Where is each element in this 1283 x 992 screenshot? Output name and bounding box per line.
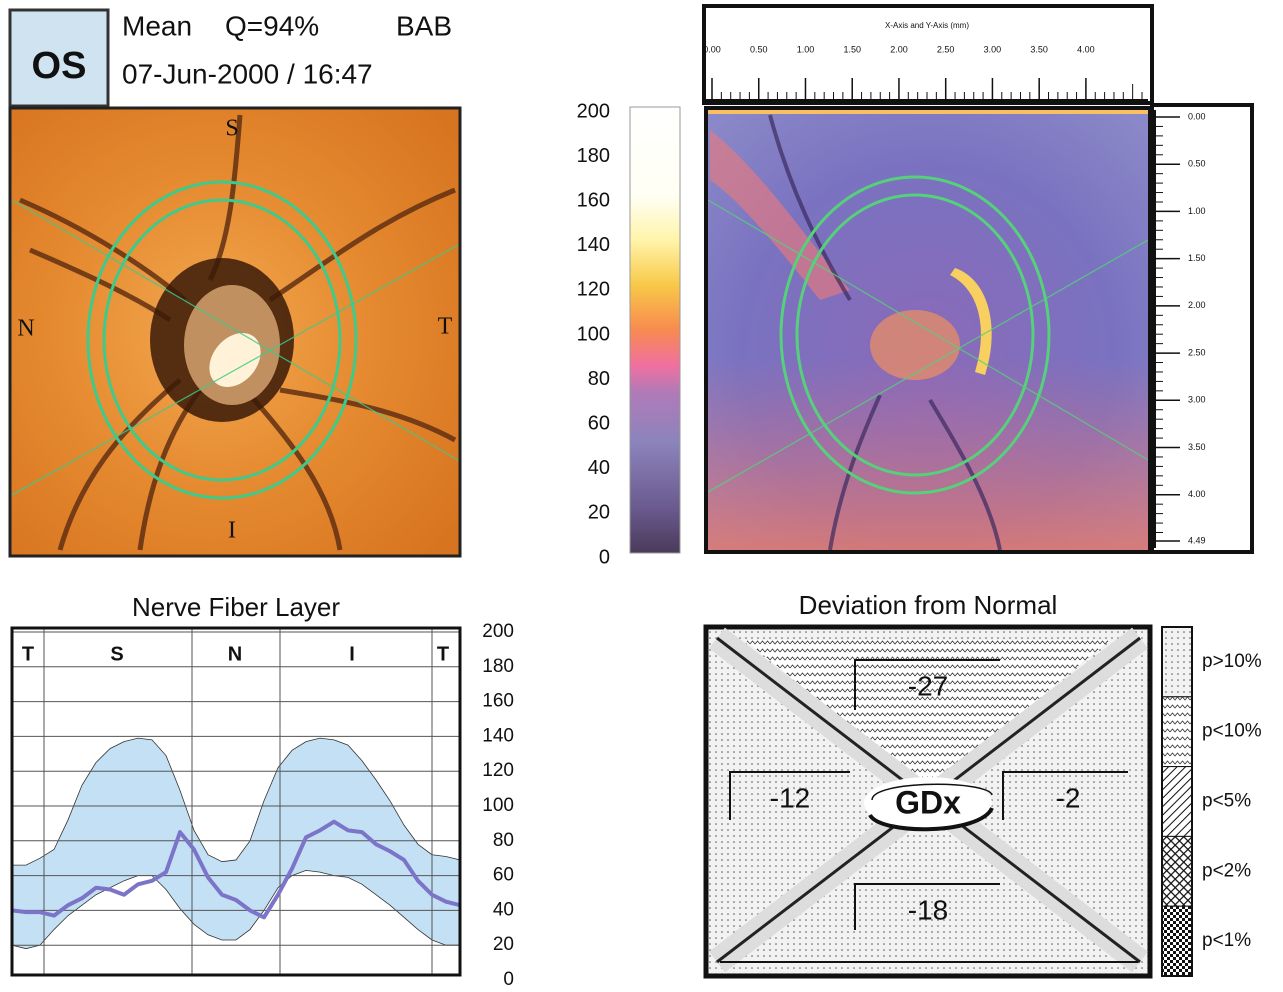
legend-label: p<10%: [1202, 721, 1262, 742]
gdx-label: GDx: [895, 784, 961, 820]
colorbar-tick-label: 60: [588, 412, 610, 434]
y-tick-label: 120: [482, 760, 514, 781]
deviation-nasal: -2: [1056, 782, 1081, 813]
ruler-y-label: 4.00: [1188, 489, 1206, 499]
fundus-label: T: [438, 314, 453, 340]
y-tick-label: 60: [493, 865, 514, 886]
ruler-title: X-Axis and Y-Axis (mm): [885, 21, 969, 30]
y-tick-label: 80: [493, 830, 514, 851]
y-tick-label: 200: [482, 621, 514, 642]
colorbar-tick-label: 180: [577, 145, 610, 167]
legend-label: p<2%: [1202, 860, 1251, 881]
eye-box: [8, 8, 110, 108]
nfl-line: [11, 819, 461, 920]
sector-label: S: [110, 643, 123, 665]
ruler-y-label: 3.50: [1188, 442, 1206, 452]
y-tick-label: 100: [482, 795, 514, 816]
sector-label: N: [228, 643, 242, 665]
legend-swatch: [1161, 766, 1193, 837]
legend-label: p<1%: [1202, 930, 1251, 951]
colorbar-tick-label: 100: [577, 323, 610, 345]
sector-label: T: [22, 643, 34, 665]
sector-label: T: [437, 643, 449, 665]
quality: Q=94%: [225, 10, 319, 41]
deviation-inferior: -18: [908, 894, 948, 925]
date-time: 07-Jun-2000 / 16:47: [122, 58, 373, 89]
operator: BAB: [396, 10, 452, 41]
ruler-x-label: 3.50: [1030, 44, 1048, 54]
y-ruler: [1150, 103, 1254, 554]
ruler-x-label: 0.50: [750, 44, 768, 54]
plot-frame: [10, 626, 462, 977]
colorbar-tick-label: 140: [577, 234, 610, 256]
y-tick-label: 20: [493, 934, 514, 955]
ruler-y-label: 1.00: [1188, 206, 1206, 216]
eye: OS: [32, 45, 87, 87]
mode: Mean: [122, 10, 192, 41]
fundus-label: I: [228, 518, 236, 544]
ruler-y-label: 3.00: [1188, 395, 1206, 405]
colorbar-tick-label: 20: [588, 502, 610, 524]
ruler-x-label: 1.00: [797, 44, 815, 54]
fundus-image: [8, 106, 462, 558]
legend-swatch: [1161, 696, 1193, 768]
ruler-y-label: 2.00: [1188, 300, 1206, 310]
y-tick-label: 0: [503, 969, 514, 990]
ruler-y-label: 1.50: [1188, 253, 1206, 263]
colorbar-tick-label: 80: [588, 368, 610, 390]
colorbar-tick-label: 0: [599, 546, 610, 568]
chart-title: Nerve Fiber Layer: [132, 592, 340, 622]
colorbar: [629, 106, 681, 554]
legend-frame: [1161, 626, 1193, 977]
x-ruler: [702, 4, 1154, 105]
deviation-temporal: -12: [770, 782, 810, 813]
deviation-map: [703, 624, 1153, 979]
ruler-y-label: 4.49: [1188, 535, 1206, 545]
y-tick-label: 160: [482, 691, 514, 712]
retardation-map: [704, 106, 1152, 554]
y-tick-label: 40: [493, 899, 514, 920]
legend-swatch: [1161, 835, 1193, 907]
ruler-y-label: 2.50: [1188, 347, 1206, 357]
ruler-x-label: 3.00: [984, 44, 1002, 54]
y-tick-label: 180: [482, 656, 514, 677]
colorbar-tick-label: 120: [577, 279, 610, 301]
legend-swatch: [1161, 905, 1193, 977]
legend-swatch: [1161, 626, 1193, 698]
deviation-superior: -27: [908, 670, 948, 701]
legend-label: p<5%: [1202, 791, 1251, 812]
ruler-x-label: 0.00: [703, 44, 721, 54]
ruler-x-label: 2.00: [890, 44, 908, 54]
colorbar-tick-label: 40: [588, 457, 610, 479]
fundus-label: S: [225, 116, 238, 142]
ruler-x-label: 4.00: [1077, 44, 1095, 54]
ruler-x-label: 2.50: [937, 44, 955, 54]
colorbar-tick-label: 160: [577, 189, 610, 211]
deviation-title: Deviation from Normal: [799, 590, 1058, 620]
legend-label: p>10%: [1202, 651, 1262, 672]
ruler-y-label: 0.50: [1188, 159, 1206, 169]
ruler-y-label: 0.00: [1188, 111, 1206, 121]
fundus-label: N: [17, 316, 34, 342]
ruler-x-label: 1.50: [843, 44, 861, 54]
y-tick-label: 140: [482, 725, 514, 746]
colorbar-tick-label: 200: [577, 100, 610, 122]
sector-label: I: [349, 643, 355, 665]
